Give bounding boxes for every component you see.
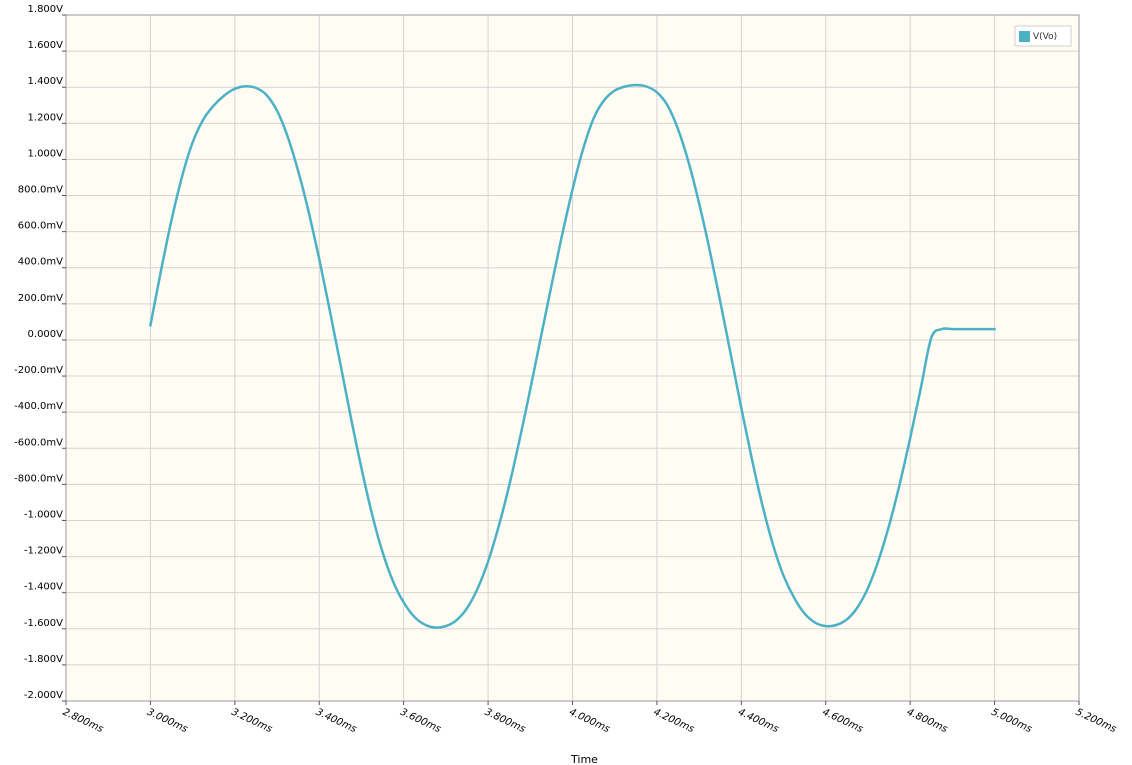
x-tick-label: 3.200ms (230, 707, 274, 735)
y-tick-label: -2.000V (24, 690, 63, 701)
series-layer (149, 83, 996, 629)
legend: V(Vo) (1014, 25, 1072, 47)
x-tick-label: 4.600ms (820, 707, 864, 735)
x-tick-label: 2.800ms (61, 707, 105, 735)
y-tick-label: -400.0mV (14, 401, 63, 412)
y-tick-label: 600.0mV (18, 221, 63, 232)
legend-label: V(Vo) (1033, 32, 1057, 42)
y-tick-label: 400.0mV (18, 257, 63, 268)
y-tick-label: -1.000V (24, 509, 63, 520)
legend-swatch (1019, 31, 1030, 42)
y-tick-label: -600.0mV (14, 437, 63, 448)
y-tick-label: 1.400V (28, 76, 64, 87)
grid-lines (65, 14, 1080, 702)
x-tick-label: 4.200ms (652, 707, 696, 735)
y-tick-label: 1.000V (28, 148, 64, 159)
x-tick-label: 5.200ms (1074, 707, 1118, 735)
x-tick-label: 3.600ms (398, 707, 442, 735)
x-tick-label: 3.000ms (145, 707, 189, 735)
x-tick-label: 3.800ms (483, 707, 527, 735)
x-axis-label: Time (570, 753, 598, 765)
y-tick-label: 0.000V (28, 329, 64, 340)
y-tick-label: -1.800V (24, 654, 63, 665)
x-tick-label: 4.800ms (905, 707, 949, 735)
series-line-v-vo (149, 83, 996, 629)
y-tick-label: 1.600V (28, 40, 64, 51)
y-tick-label: 1.200V (28, 112, 64, 123)
y-tick-label: -1.200V (24, 546, 63, 557)
x-tick-label: 3.400ms (314, 707, 358, 735)
x-tick-label: 5.000ms (989, 707, 1033, 735)
y-tick-label: -1.400V (24, 582, 63, 593)
y-tick-label: 800.0mV (18, 185, 63, 196)
y-tick-label: -800.0mV (14, 473, 63, 484)
y-tick-label: -200.0mV (14, 365, 63, 376)
x-tick-label: 4.400ms (736, 707, 780, 735)
y-tick-label: -1.600V (24, 618, 63, 629)
y-tick-label: 1.800V (28, 4, 64, 15)
y-tick-label: 200.0mV (18, 293, 63, 304)
x-tick-label: 4.000ms (567, 707, 611, 735)
